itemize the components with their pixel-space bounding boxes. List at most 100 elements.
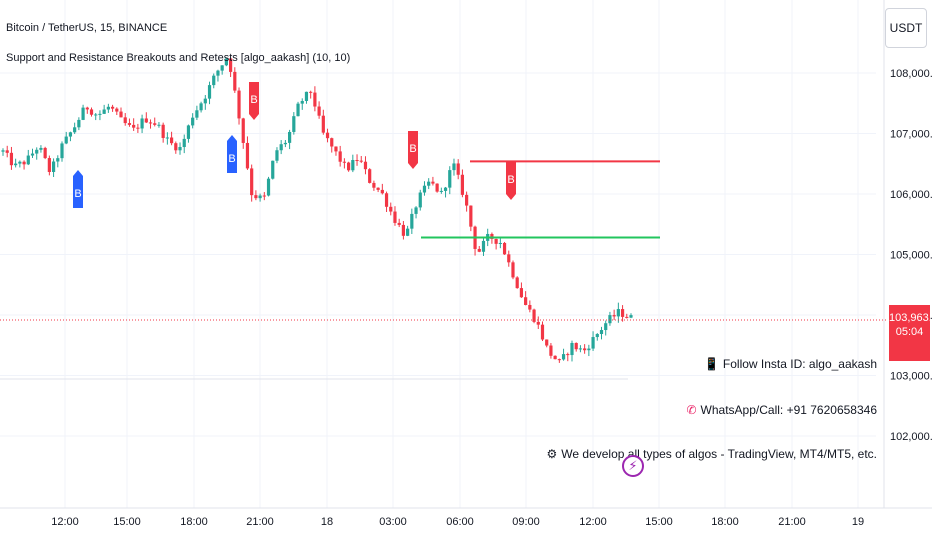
y-tick-label: 107,000.00 (890, 129, 932, 141)
candle-body (241, 118, 245, 143)
candle-body (363, 161, 368, 170)
candle-body (317, 106, 321, 116)
x-tick-label: 12:00 (51, 516, 79, 528)
candle-body (81, 107, 85, 120)
candle-body (60, 143, 64, 159)
candle-body (578, 348, 583, 350)
candle-body (456, 163, 460, 175)
candle-body (384, 193, 389, 207)
buy-signal-marker[interactable]: B (73, 170, 83, 208)
candle-body (620, 309, 625, 317)
candle-body (342, 161, 346, 163)
candle-body (14, 163, 18, 166)
note-insta-text: Follow Insta ID: algo_aakash (722, 357, 877, 371)
candle-body (629, 315, 633, 318)
svg-text:B: B (409, 143, 416, 155)
candle-body (393, 211, 397, 223)
candle-body (174, 143, 178, 151)
candle-body (56, 158, 60, 162)
candle-body (553, 355, 557, 360)
buy-signal-marker[interactable]: B (227, 135, 237, 173)
candle-body (309, 91, 313, 93)
candle-body (153, 123, 157, 125)
candle-body (490, 233, 494, 239)
candle-body (313, 92, 317, 107)
candle-body (561, 354, 566, 360)
candle-body (292, 116, 296, 132)
x-tick-label: 18:00 (711, 516, 739, 528)
candle-body (182, 138, 186, 148)
candle-body (401, 224, 406, 236)
candle-body (207, 85, 212, 99)
candle-body (169, 137, 174, 144)
candle-body (498, 242, 502, 244)
candle-body (608, 315, 612, 324)
candle-body (616, 309, 620, 317)
candle-body (595, 334, 599, 338)
candle-body (283, 142, 287, 145)
x-tick-label: 03:00 (379, 516, 407, 528)
candle-body (439, 190, 443, 192)
x-tick-label: 19 (852, 516, 864, 528)
indicator-label[interactable]: Support and Resistance Breakouts and Ret… (6, 52, 351, 64)
candle-body (102, 109, 106, 114)
symbol-title: Bitcoin / TetherUS, 15, BINANCE (6, 22, 168, 34)
candle-body (9, 152, 14, 166)
candle-body (127, 123, 132, 125)
x-tick-label: 12:00 (579, 516, 607, 528)
candle-body (35, 149, 39, 154)
candle-body (372, 182, 376, 188)
svg-text:B: B (74, 188, 81, 200)
y-tick-label: 105,000.00 (890, 250, 932, 262)
candle-body (359, 160, 363, 162)
candle-body (258, 195, 262, 199)
candle-body (136, 127, 140, 129)
y-tick-label: 103,000.00 (890, 371, 932, 383)
candle-body (604, 323, 608, 331)
candle-body (186, 125, 191, 139)
candle-body (39, 147, 43, 150)
sell-signal-marker[interactable]: B (506, 162, 516, 200)
x-tick-label: 21:00 (778, 516, 806, 528)
phone-icon: 📱 (703, 357, 719, 371)
candle-body (195, 110, 199, 118)
x-tick-label: 09:00 (512, 516, 540, 528)
x-tick-label: 18:00 (180, 516, 208, 528)
candle-body (132, 124, 136, 128)
currency-button[interactable]: USDT (885, 8, 927, 48)
candle-body (414, 207, 418, 214)
candle-body (161, 124, 165, 138)
candle-body (422, 185, 427, 193)
candle-body (94, 114, 98, 116)
candle-body (410, 213, 414, 229)
candle-body (30, 153, 35, 156)
robot-icon: ⚙ (546, 447, 558, 461)
candle-body (545, 339, 549, 346)
candle-body (140, 118, 144, 129)
x-tick-label: 18 (321, 516, 333, 528)
x-tick-label: 21:00 (246, 516, 274, 528)
candle-body (119, 111, 123, 118)
candle-body (494, 238, 498, 244)
candle-body (245, 142, 250, 169)
candle-body (435, 183, 439, 192)
telephone-icon: ✆ (686, 403, 697, 417)
candle-body (199, 103, 203, 111)
candle-body (355, 160, 359, 162)
y-tick-label: 108,000.00 (890, 68, 932, 80)
current-price-value: 103,963.52 (889, 312, 932, 324)
candle-body (325, 132, 330, 139)
lightning-icon[interactable]: ⚡ (622, 455, 644, 477)
candle-body (599, 330, 604, 335)
candle-body (351, 160, 355, 171)
candle-body (77, 119, 81, 128)
candle-body (51, 161, 56, 172)
candle-body (321, 115, 325, 133)
y-tick-label: 106,000.00 (890, 189, 932, 201)
candle-body (304, 91, 309, 101)
candle-body (515, 277, 519, 289)
candle-body (338, 151, 342, 162)
sell-signal-marker[interactable]: B (408, 131, 418, 169)
sell-signal-marker[interactable]: B (249, 82, 259, 120)
